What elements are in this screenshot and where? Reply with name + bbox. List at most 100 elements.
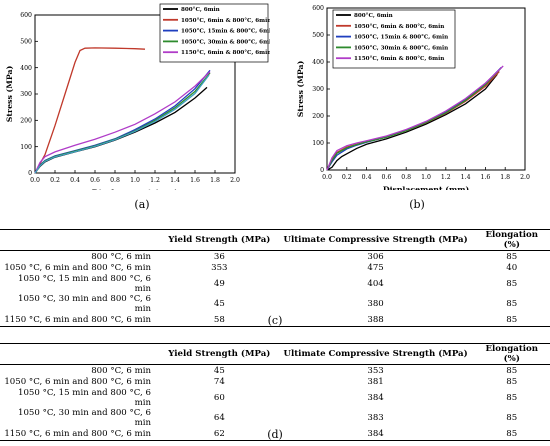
row-condition: 1050 °C, 30 min and 800 °C, 6 min xyxy=(18,294,151,315)
table-cell: 62 xyxy=(161,428,278,441)
y-tick-label: 0 xyxy=(320,167,324,174)
legend-label-0: 800°C, 6min xyxy=(181,7,220,13)
legend-label-4: 1150°C, 6min & 800°C, 6min xyxy=(181,50,270,56)
series-line-4 xyxy=(34,71,211,174)
x-tick-label: 2.0 xyxy=(230,177,240,184)
table-cell: 306 xyxy=(367,251,384,262)
x-tick-label: 1.4 xyxy=(461,174,471,181)
x-tick-label: 0.4 xyxy=(70,177,80,184)
y-tick-label: 0 xyxy=(28,170,32,177)
legend-box xyxy=(159,3,269,63)
x-tick-label: 0.6 xyxy=(381,174,391,181)
series-line-0 xyxy=(326,73,498,171)
x-axis-label: Displacement (mm) xyxy=(92,188,178,190)
x-tick-label: 1.6 xyxy=(190,177,200,184)
table-cell: 85 xyxy=(506,251,518,262)
x-tick-label: 1.0 xyxy=(130,177,140,184)
series-line-1 xyxy=(326,71,500,171)
table-row: 1050 °C, 30 min and 800 °C, 6 min 45 380 85 xyxy=(0,294,550,314)
legend-label-1: 1050°C, 6min & 800°C, 6min xyxy=(354,24,444,30)
table-cell: 40 xyxy=(506,263,518,274)
panel-label-b: (b) xyxy=(409,198,425,211)
legend-label-0: 800°C, 6min xyxy=(354,13,393,19)
column-header: Elongation (%) xyxy=(473,229,550,251)
table-row: 1150 °C, 6 min and 800 °C, 6 min 58 388 85 xyxy=(0,314,550,327)
legend-box xyxy=(332,9,456,69)
table-cell: 85 xyxy=(506,413,518,424)
y-axis-label: Stress (MPa) xyxy=(5,66,14,123)
legend-label-2: 1050°C, 15min & 800°C, 6min xyxy=(181,29,270,35)
series-line-5 xyxy=(34,74,210,174)
series-line-2 xyxy=(326,66,502,171)
row-condition: 1050 °C, 6 min and 800 °C, 6 min xyxy=(4,263,151,274)
table-cell: 60 xyxy=(213,393,225,404)
legend-label-3: 1050°C, 30min & 800°C, 6min xyxy=(181,39,270,45)
y-tick-label: 300 xyxy=(312,86,324,93)
table-cell: 384 xyxy=(367,393,384,404)
x-tick-label: 1.8 xyxy=(500,174,510,181)
chart-a-stress-displacement: 0.0 0.2 0.4 0.6 0.8 1.0 1.2 1.4 1.6 1.8 2.0 0 100 200… xyxy=(5,3,270,190)
table-cell: 384 xyxy=(277,428,474,441)
table-row: 1050 °C, 15 min and 800 °C, 6 min 60 384 85 xyxy=(0,388,550,408)
x-tick-label: 0.2 xyxy=(342,174,352,181)
table-cell: 58 xyxy=(161,314,278,327)
table-cell: 85 xyxy=(473,428,550,441)
legend-label-3: 1050°C, 30min & 800°C, 6min xyxy=(354,45,448,51)
table-row: 1050 °C, 6 min and 800 °C, 6 min 74 381 85 xyxy=(0,377,550,389)
column-header: Elongation (%) xyxy=(473,343,550,365)
table-cell: 404 xyxy=(367,279,384,290)
table-cell: 383 xyxy=(367,413,384,424)
x-tick-label: 1.4 xyxy=(170,177,180,184)
x-tick-label: 2.0 xyxy=(520,174,530,181)
legend-label-2: 1050°C, 15min & 800°C, 6min xyxy=(354,35,448,41)
row-condition: 1050 °C, 30 min and 800 °C, 6 min xyxy=(18,408,151,429)
panel-label-c: (c) xyxy=(267,314,283,327)
table-cell: 85 xyxy=(506,279,518,290)
table-row: 1050 °C, 6 min and 800 °C, 6 min 353 475 40 xyxy=(0,263,550,275)
table-cell: 380 xyxy=(367,299,384,310)
series-line-3 xyxy=(34,72,211,174)
column-header: Ultimate Compressive Strength (MPa) xyxy=(277,343,474,365)
row-condition: 800 °C, 6 min xyxy=(91,365,151,376)
table-cell: 85 xyxy=(506,299,518,310)
table-c-mechanical-properties: Yield Strength (MPa) Ultimate Compressive… xyxy=(0,229,550,327)
chart-b-stress-displacement: 0.0 0.2 0.4 0.6 0.8 1.0 1.2 1.4 1.6 1.8 2.0 0 100 200… xyxy=(296,5,530,190)
table-cell: 45 xyxy=(213,365,225,376)
x-tick-label: 1.2 xyxy=(441,174,451,181)
row-condition: 1050 °C, 15 min and 800 °C, 6 min xyxy=(18,388,151,409)
table-row: 800 °C, 6 min 36 306 85 xyxy=(0,251,550,263)
column-header xyxy=(0,343,161,365)
x-tick-label: 1.0 xyxy=(421,174,431,181)
column-header: Yield Strength (MPa) xyxy=(161,343,278,365)
x-axis-label: Displacement (mm) xyxy=(383,185,469,190)
x-tick-label: 1.6 xyxy=(480,174,490,181)
column-header: Ultimate Compressive Strength (MPa) xyxy=(277,229,474,251)
table-cell: 475 xyxy=(367,263,384,274)
table-row: 1050 °C, 30 min and 800 °C, 6 min 64 383 85 xyxy=(0,408,550,428)
y-tick-label: 500 xyxy=(312,32,324,39)
legend-label-1: 1050°C, 6min & 800°C, 6min xyxy=(181,18,270,24)
table-row: 800 °C, 6 min 45 353 85 xyxy=(0,365,550,377)
table-d-mechanical-properties: Yield Strength (MPa) Ultimate Compressive… xyxy=(0,343,550,441)
row-condition: 1050 °C, 15 min and 800 °C, 6 min xyxy=(18,274,151,295)
series-line-3 xyxy=(326,67,502,171)
y-tick-label: 200 xyxy=(312,113,324,120)
table-cell: 85 xyxy=(473,314,550,327)
series-line-4 xyxy=(326,65,504,171)
row-condition: 1050 °C, 6 min and 800 °C, 6 min xyxy=(4,377,151,388)
x-tick-label: 0.6 xyxy=(90,177,100,184)
y-tick-label: 400 xyxy=(20,65,32,72)
y-tick-label: 100 xyxy=(312,140,324,147)
panel-label-a: (a) xyxy=(134,198,150,211)
x-tick-label: 0.0 xyxy=(322,174,332,181)
row-condition: 1150 °C, 6 min and 800 °C, 6 min xyxy=(0,428,161,441)
y-tick-label: 500 xyxy=(20,39,32,46)
y-tick-label: 200 xyxy=(20,118,32,125)
x-tick-label: 0.2 xyxy=(50,177,60,184)
y-tick-label: 600 xyxy=(20,12,32,19)
series-line-2 xyxy=(34,69,211,174)
table-row: 1150 °C, 6 min and 800 °C, 6 min 62 384 85 xyxy=(0,428,550,441)
table-cell: 85 xyxy=(506,377,518,388)
table-header-row: Yield Strength (MPa) Ultimate Compressive… xyxy=(0,229,550,251)
x-tick-label: 1.2 xyxy=(150,177,160,184)
